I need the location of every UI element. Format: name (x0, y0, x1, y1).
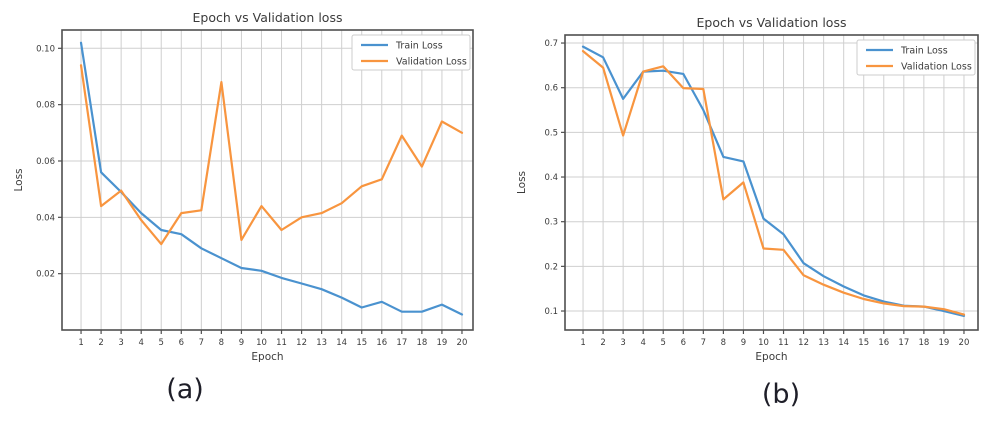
x-tick-label: 12 (296, 338, 307, 348)
x-tick-label: 18 (918, 338, 929, 348)
y-axis-label: Loss (516, 171, 528, 194)
legend-label: Validation Loss (901, 62, 972, 73)
x-tick-label: 16 (878, 338, 889, 348)
x-tick-label: 13 (818, 338, 829, 348)
x-tick-label: 15 (858, 338, 869, 348)
y-tick-label: 0.06 (36, 157, 55, 167)
x-tick-label: 19 (437, 338, 448, 348)
train-loss-line (79, 41, 464, 316)
x-tick-label: 17 (898, 338, 909, 348)
x-tick-label: 19 (939, 338, 950, 348)
x-tick-label: 8 (721, 338, 726, 348)
x-tick-label: 3 (620, 338, 625, 348)
x-tick-label: 18 (416, 338, 427, 348)
x-tick-label: 8 (219, 338, 224, 348)
x-tick-label: 3 (118, 338, 123, 348)
x-tick-label: 4 (138, 338, 143, 348)
legend: Train Loss Validation Loss (856, 39, 976, 76)
x-tick-label: 6 (179, 338, 184, 348)
validation-loss-line (581, 49, 966, 316)
x-tick-label: 20 (457, 338, 468, 348)
x-tick-label: 16 (376, 338, 387, 348)
x-tick-label: 7 (199, 338, 204, 348)
x-tick-label: 7 (701, 338, 706, 348)
chart-b: 0.10.20.30.40.50.60.71 2 3 4 5 6 7 8 9 10 11 12 13 14… (516, 15, 979, 363)
train-loss-line (581, 45, 966, 317)
y-tick-label: 0.3 (544, 218, 558, 228)
x-tick-label: 10 (758, 338, 769, 348)
y-tick-label: 0.04 (36, 213, 55, 223)
x-tick-label: 5 (159, 338, 164, 348)
x-axis-label: Epoch (251, 351, 283, 363)
x-tick-label: 1 (580, 338, 585, 348)
plot-spines (564, 34, 979, 331)
y-tick-label: 0.6 (544, 84, 558, 94)
x-tick-label: 10 (256, 338, 267, 348)
x-tick-label: 14 (336, 338, 347, 348)
legend-label: Validation Loss (396, 57, 467, 68)
y-axis-label: Loss (13, 168, 25, 191)
x-tick-label: 11 (778, 338, 789, 348)
y-tick-label: 0.08 (36, 101, 55, 111)
x-tick-label: 2 (98, 338, 103, 348)
x-tick-label: 17 (396, 338, 407, 348)
x-tick-label: 1 (78, 338, 83, 348)
x-tick-label: 11 (276, 338, 287, 348)
chart-title: Epoch vs Validation loss (697, 15, 847, 30)
y-tick-label: 0.10 (36, 44, 55, 54)
chart-a: 0.020.040.060.080.101 2 3 4 5 6 7 8 9 10 11 12 13 14 1… (13, 10, 474, 363)
y-tick-label: 0.7 (544, 39, 558, 49)
validation-loss-line (79, 64, 464, 246)
x-tick-label: 5 (661, 338, 666, 348)
x-tick-label: 12 (798, 338, 809, 348)
y-tick-label: 0.4 (544, 173, 558, 183)
subfigure-caption-a: (a) (166, 374, 204, 405)
x-tick-label: 13 (316, 338, 327, 348)
x-tick-label: 20 (959, 338, 970, 348)
x-tick-label: 2 (600, 338, 605, 348)
x-axis-label: Epoch (755, 351, 787, 363)
legend: Train Loss Validation Loss (351, 34, 471, 71)
x-tick-label: 6 (681, 338, 686, 348)
chart-title: Epoch vs Validation loss (193, 10, 343, 25)
x-tick-label: 15 (356, 338, 367, 348)
subfigure-caption-b: (b) (761, 379, 801, 410)
plot-spines (61, 29, 474, 331)
x-tick-label: 9 (239, 338, 244, 348)
legend-label: Train Loss (900, 46, 948, 57)
y-tick-label: 0.5 (544, 128, 558, 138)
y-tick-label: 0.02 (36, 270, 55, 280)
x-tick-label: 4 (640, 338, 645, 348)
legend-label: Train Loss (395, 41, 443, 52)
y-tick-label: 0.2 (544, 262, 558, 272)
y-tick-label: 0.1 (544, 307, 558, 317)
x-tick-label: 14 (838, 338, 849, 348)
x-tick-label: 9 (741, 338, 746, 348)
